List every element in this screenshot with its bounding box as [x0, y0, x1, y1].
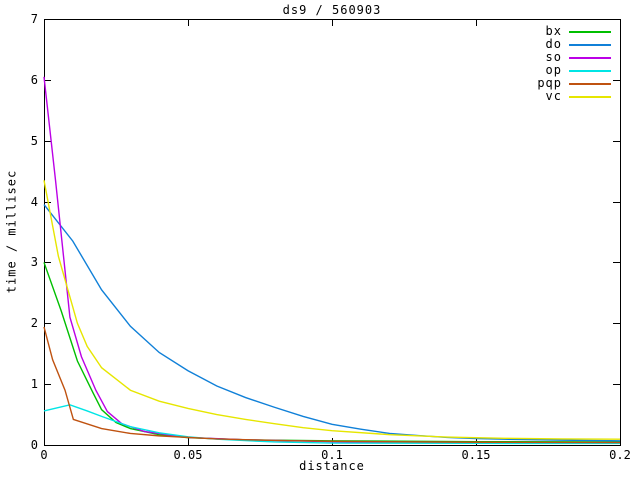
- x-tick-label: 0.2: [609, 448, 631, 462]
- legend-item-op: op: [537, 64, 611, 77]
- x-tick-label: 0: [40, 448, 48, 462]
- legend-label-vc: vc: [545, 89, 562, 103]
- legend: bx do so op pqp vc: [537, 25, 611, 103]
- plot-border: [44, 19, 621, 446]
- series-line-pqp: [43, 326, 621, 444]
- y-tick-label: 5: [30, 133, 38, 148]
- legend-item-vc: vc: [537, 90, 611, 103]
- chart-title: ds9 / 560903: [282, 3, 382, 17]
- legend-label-so: so: [545, 50, 562, 64]
- legend-item-bx: bx: [537, 25, 611, 38]
- legend-line-sample-pqp: [569, 82, 611, 85]
- legend-line-sample-vc: [569, 95, 611, 98]
- y-tick-label: 0: [30, 438, 38, 452]
- legend-label-op: op: [545, 63, 562, 77]
- series-line-op: [43, 404, 621, 445]
- x-tick-label: 0.15: [461, 448, 491, 462]
- x-tick-label: 0.05: [173, 448, 203, 462]
- legend-item-pqp: pqp: [537, 77, 611, 90]
- y-tick-label: 3: [30, 255, 38, 270]
- legend-line-sample-do: [569, 43, 611, 46]
- series-line-vc: [43, 180, 621, 440]
- y-tick-label: 4: [30, 194, 38, 209]
- legend-item-so: so: [537, 51, 611, 64]
- legend-label-do: do: [545, 37, 562, 51]
- x-axis-label: distance: [299, 459, 365, 473]
- y-tick-label: 2: [30, 316, 38, 331]
- y-axis-label: time / millisec: [4, 169, 19, 294]
- series-line-do: [43, 204, 621, 442]
- y-tick-label: 6: [30, 72, 38, 87]
- series-line-so: [43, 76, 621, 444]
- y-tick-label: 1: [30, 377, 38, 392]
- x-tick-label: 0.1: [321, 448, 343, 462]
- legend-label-pqp: pqp: [537, 76, 562, 90]
- legend-line-sample-bx: [569, 30, 611, 33]
- series-line-bx: [43, 262, 621, 443]
- legend-label-bx: bx: [545, 24, 562, 38]
- legend-line-sample-so: [569, 56, 611, 59]
- y-tick-label: 7: [30, 12, 38, 26]
- legend-item-do: do: [537, 38, 611, 51]
- legend-line-sample-op: [569, 69, 611, 72]
